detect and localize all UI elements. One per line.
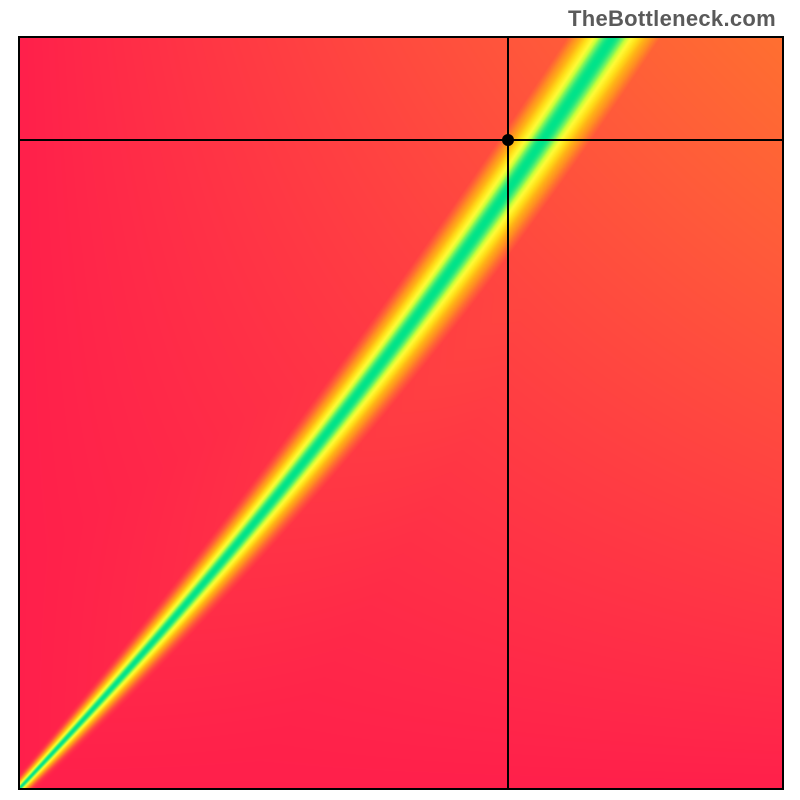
plot-frame: [18, 36, 784, 790]
crosshair-horizontal: [18, 139, 784, 141]
crosshair-vertical: [507, 36, 509, 790]
crosshair-marker: [502, 134, 514, 146]
watermark-text: TheBottleneck.com: [568, 6, 776, 32]
